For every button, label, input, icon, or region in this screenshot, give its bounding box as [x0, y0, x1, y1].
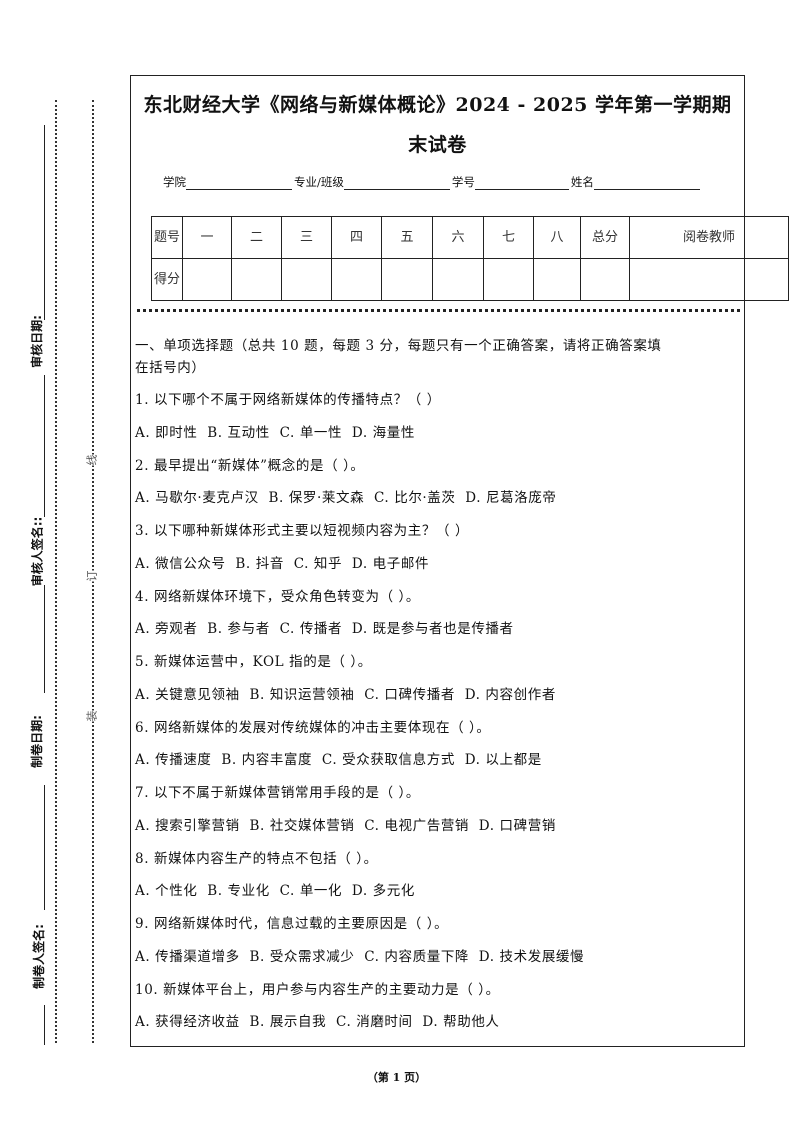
question-text: 1. 以下哪个不属于网络新媒体的传播特点？（ ）	[135, 392, 441, 408]
section-heading-line2: 在括号内）	[135, 360, 206, 376]
name-field[interactable]	[593, 176, 700, 190]
page-frame	[130, 75, 745, 1047]
question-text: 4. 网络新媒体环境下，受众角色转变为（ ）。	[135, 588, 421, 605]
question-text: 7. 以下不属于新媒体营销常用手段的是（ ）。	[135, 785, 421, 801]
row-label: 题号	[151, 216, 183, 259]
score-cell	[331, 258, 382, 301]
page-number: （第 1 页）	[366, 1071, 427, 1084]
score-cell	[580, 258, 630, 301]
question-options: A. 微信公众号 B. 抖音 C. 知乎 D. 电子邮件	[135, 555, 430, 572]
name-label: 姓名	[570, 175, 594, 189]
column-header: 三	[281, 216, 332, 259]
column-header: 五	[381, 216, 433, 259]
signature-line	[44, 1005, 45, 1045]
column-header: 总分	[580, 216, 630, 259]
row-label: 得分	[151, 258, 183, 301]
column-header: 七	[483, 216, 534, 259]
table-row: 得分	[151, 258, 789, 301]
score-cell	[483, 258, 534, 301]
column-header: 阅卷教师	[629, 216, 789, 259]
score-table: 题号 一 二 三 四 五 六 七 八 总分 阅卷教师 得分	[151, 216, 789, 301]
major-label: 专业/班级	[294, 175, 344, 189]
college-field[interactable]	[186, 176, 292, 190]
section-heading: 一、单项选择题（总共 10 题，每题 3 分，每题只有一个正确答案，请将正确答案…	[135, 338, 662, 354]
question-options: A. 马歇尔·麦克卢汉 B. 保罗·莱文森 C. 比尔·盖茨 D. 尼葛洛庞帝	[135, 490, 557, 507]
table-row: 题号 一 二 三 四 五 六 七 八 总分 阅卷教师	[151, 216, 789, 259]
binding-char-xian: 线	[83, 454, 100, 466]
major-field[interactable]	[343, 176, 450, 190]
score-cell	[231, 258, 282, 301]
score-cell	[432, 258, 484, 301]
question-options: A. 关键意见领袖 B. 知识运营领袖 C. 口碑传播者 D. 内容创作者	[135, 686, 556, 703]
column-header: 六	[432, 216, 484, 259]
column-header: 八	[533, 216, 581, 259]
column-header: 二	[231, 216, 282, 259]
question-options: A. 传播渠道增多 B. 受众需求减少 C. 内容质量下降 D. 技术发展缓慢	[135, 948, 585, 965]
exam-title-line2: 末试卷	[408, 134, 467, 156]
question-options: A. 获得经济收益 B. 展示自我 C. 消磨时间 D. 帮助他人	[135, 1014, 500, 1031]
score-cell	[533, 258, 581, 301]
dotted-divider	[137, 309, 740, 312]
question-text: 8. 新媒体内容生产的特点不包括（ ）。	[135, 850, 378, 867]
score-cell	[381, 258, 433, 301]
question-text: 9. 网络新媒体时代，信息过载的主要原因是（ ）。	[135, 916, 449, 932]
question-options: A. 旁观者 B. 参与者 C. 传播者 D. 既是参与者也是传播者	[135, 621, 514, 638]
binding-char-ding: 订	[83, 570, 100, 582]
question-options: A. 搜索引擎营销 B. 社交媒体营销 C. 电视广告营销 D. 口碑营销	[135, 817, 556, 834]
exam-title: 东北财经大学《网络与新媒体概论》2024 - 2025 学年第一学期期	[143, 94, 732, 116]
question-options: A. 即时性 B. 互动性 C. 单一性 D. 海量性	[135, 424, 415, 441]
reviewer-signature-label: 审核人签名::	[30, 516, 45, 587]
student-id-field[interactable]	[474, 176, 569, 190]
question-text: 2. 最早提出“新媒体”概念的是（ ）。	[135, 457, 365, 474]
college-label: 学院	[163, 175, 186, 189]
question-text: 6. 网络新媒体的发展对传统媒体的冲击主要体现在（ ）。	[135, 719, 491, 736]
student-info: 学院 专业/班级 学号 姓名	[163, 174, 702, 190]
signature-line	[44, 585, 45, 693]
preparer-signature-label: 制卷人签名:	[31, 924, 46, 989]
question-options: A. 个性化 B. 专业化 C. 单一化 D. 多元化	[135, 883, 415, 900]
binding-char-zhuang: 装	[83, 710, 100, 722]
signature-line	[44, 125, 45, 320]
signature-line	[44, 785, 45, 910]
signature-line	[44, 375, 45, 517]
question-text: 3. 以下哪种新媒体形式主要以短视频内容为主？（ ）	[135, 523, 470, 539]
student-id-label: 学号	[451, 175, 475, 189]
margin-dotted-line	[55, 100, 57, 1043]
score-cell	[182, 258, 232, 301]
prepare-date-label: 制卷日期:	[29, 715, 44, 768]
question-text: 5. 新媒体运营中，KOL 指的是（ ）。	[135, 654, 372, 670]
column-header: 一	[182, 216, 232, 259]
review-date-label: 审核日期:	[29, 315, 44, 368]
score-cell	[281, 258, 332, 301]
question-text: 10. 新媒体平台上，用户参与内容生产的主要动力是（ ）。	[135, 981, 500, 998]
score-cell	[629, 258, 789, 301]
column-header: 四	[331, 216, 382, 259]
question-options: A. 传播速度 B. 内容丰富度 C. 受众获取信息方式 D. 以上都是	[135, 752, 542, 769]
